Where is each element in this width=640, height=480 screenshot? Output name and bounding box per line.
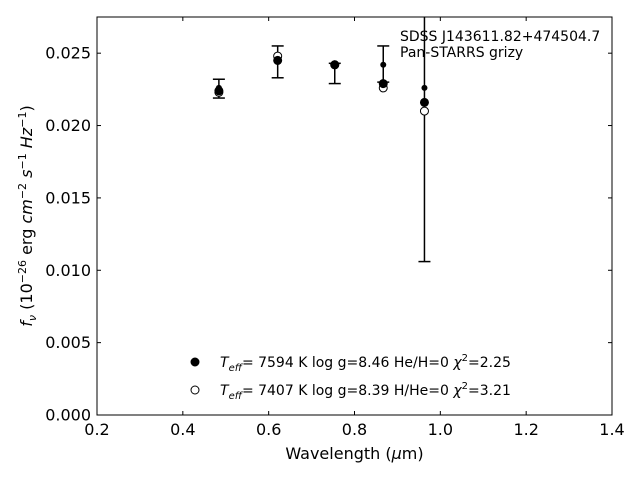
observed-point xyxy=(380,61,387,68)
legend-chi: χ xyxy=(452,355,462,371)
y-tick-label: 0.010 xyxy=(45,261,91,280)
y-tick-label: 0.020 xyxy=(45,116,91,135)
y-axis-label-text: f xyxy=(17,319,36,327)
y-axis-label-text: s xyxy=(17,170,36,178)
model-point-filled xyxy=(419,97,429,107)
y-axis-label-text: cm xyxy=(17,199,36,223)
legend-label: Teff= 7594 K log g=8.46 He/H=0 χ2=2.25 xyxy=(220,353,511,374)
x-tick-label: 1.4 xyxy=(599,420,624,439)
y-axis-label-text: ) xyxy=(17,105,36,111)
observed-point xyxy=(421,84,428,91)
legend-chi-sup: 2 xyxy=(462,381,468,392)
legend-params: = 7407 K log g=8.39 H/He=0 xyxy=(242,383,453,399)
x-axis-label-text: Wavelength ( xyxy=(285,444,391,463)
y-tick-label: 0.005 xyxy=(45,333,91,352)
y-axis-label-sup: −1 xyxy=(16,112,29,128)
data-layer xyxy=(212,17,431,263)
y-tick-label: 0.025 xyxy=(45,44,91,63)
x-tick-label: 0.4 xyxy=(170,420,195,439)
y-axis-label-sup: −26 xyxy=(16,260,29,283)
y-axis-label-sup: −1 xyxy=(16,153,29,169)
x-tick-label: 1.2 xyxy=(513,420,538,439)
model-point-filled xyxy=(378,79,388,89)
text-layer: 0.2 0.4 0.6 0.8 1.0 1.2 1.4 0.000 0.005 0.010 0.01… xyxy=(16,29,625,463)
y-axis-label: fν (10−26 erg cm−2 s−1 Hz−1) xyxy=(16,105,39,326)
legend-label: Teff= 7407 K log g=8.39 H/He=0 χ2=3.21 xyxy=(220,381,511,402)
model-point-filled xyxy=(330,60,340,70)
x-tick-label: 0.6 xyxy=(256,420,281,439)
legend-chi: χ xyxy=(452,383,462,399)
y-tick-label: 0.015 xyxy=(45,188,91,207)
y-tick-label: 0.000 xyxy=(45,406,91,425)
annotation-line: SDSS J143611.82+474504.7 xyxy=(400,29,600,45)
model-point-filled xyxy=(273,55,283,65)
legend-chi-value: =3.21 xyxy=(468,383,511,399)
model-point-filled xyxy=(214,86,224,96)
model-point-open xyxy=(419,106,429,116)
legend-marker-filled xyxy=(190,357,200,367)
y-axis-label-sup: −2 xyxy=(16,183,29,199)
legend-chi-sup: 2 xyxy=(462,353,468,364)
legend-teff-sub: eff xyxy=(229,391,244,402)
x-tick-label: 0.8 xyxy=(342,420,367,439)
x-axis-label-text: m) xyxy=(402,444,424,463)
x-axis-label: Wavelength (μm) xyxy=(285,444,423,463)
legend-chi-value: =2.25 xyxy=(468,355,511,371)
legend-teff-sub: eff xyxy=(229,363,244,374)
legend-marker-open xyxy=(190,385,200,395)
legend-params: = 7594 K log g=8.46 He/H=0 xyxy=(242,355,453,371)
y-axis-label-text: Hz xyxy=(17,127,36,148)
y-axis-label-text: erg xyxy=(17,224,36,260)
y-axis-label-text: (10 xyxy=(17,283,36,315)
axes-layer xyxy=(96,16,613,416)
legend-teff: T xyxy=(220,383,230,399)
x-tick-label: 0.2 xyxy=(84,420,109,439)
x-axis-label-mu: μ xyxy=(391,444,402,463)
annotation-line: Pan-STARRS grizy xyxy=(400,45,523,61)
legend-teff: T xyxy=(220,355,230,371)
y-axis-label-sub: ν xyxy=(26,315,39,321)
x-tick-label: 1.0 xyxy=(428,420,453,439)
